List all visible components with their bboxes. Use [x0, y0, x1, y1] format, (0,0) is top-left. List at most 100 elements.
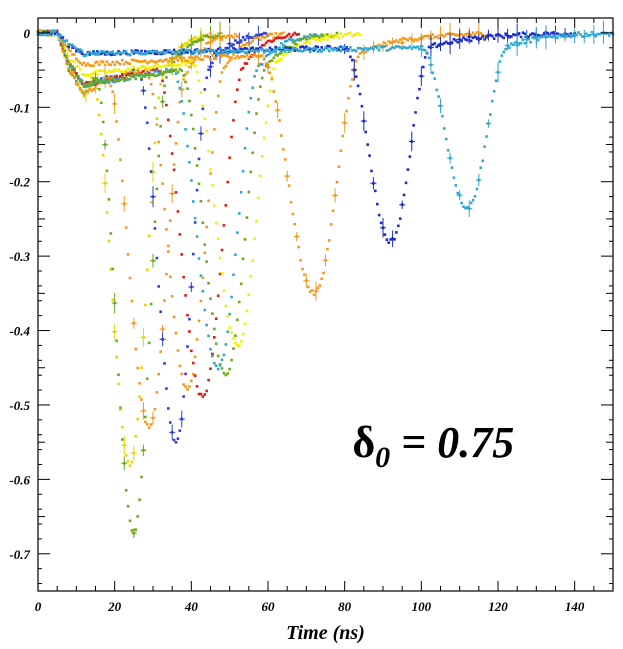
- data-point: [82, 85, 86, 89]
- data-point: [151, 50, 155, 54]
- data-point: [161, 182, 164, 185]
- data-point: [157, 140, 161, 144]
- data-point: [274, 61, 277, 64]
- data-point: [316, 50, 320, 53]
- data-point: [237, 78, 241, 82]
- data-point: [249, 170, 253, 174]
- data-point: [427, 45, 431, 49]
- data-point: [222, 371, 226, 375]
- data-point: [324, 46, 327, 50]
- y-tick-label: -0.5: [9, 398, 30, 413]
- data-point: [52, 33, 55, 37]
- data-point: [249, 47, 253, 50]
- data-point: [303, 41, 306, 45]
- data-point: [262, 43, 266, 47]
- data-point: [418, 47, 421, 51]
- data-point: [90, 76, 93, 80]
- data-point: [354, 33, 358, 36]
- data-point: [335, 34, 339, 37]
- data-point: [63, 49, 67, 52]
- data-point: [239, 45, 243, 49]
- data-point: [92, 71, 95, 75]
- data-point: [98, 87, 101, 91]
- data-point: [264, 62, 268, 65]
- data-point: [126, 53, 130, 57]
- data-point: [316, 45, 320, 49]
- data-point: [387, 48, 391, 52]
- data-point: [184, 63, 187, 67]
- data-point: [168, 219, 172, 222]
- data-point: [151, 65, 155, 69]
- data-point: [303, 273, 306, 276]
- data-point: [167, 407, 170, 410]
- data-point: [65, 44, 69, 48]
- data-point: [529, 33, 532, 36]
- data-point: [191, 40, 195, 44]
- data-point: [155, 123, 159, 127]
- data-point: [99, 52, 103, 56]
- data-point: [205, 34, 208, 37]
- data-point: [57, 37, 61, 40]
- data-point: [178, 68, 182, 71]
- data-point: [450, 41, 454, 44]
- data-point: [53, 29, 57, 33]
- data-point: [280, 49, 283, 53]
- data-point: [201, 58, 205, 61]
- data-point: [243, 51, 247, 54]
- data-point: [502, 36, 506, 40]
- data-point: [444, 40, 448, 44]
- data-point: [257, 98, 260, 101]
- data-point: [521, 38, 525, 42]
- data-point: [174, 56, 178, 59]
- data-point: [598, 32, 601, 36]
- data-point: [80, 82, 84, 86]
- data-point: [504, 47, 507, 51]
- data-point: [201, 51, 205, 54]
- data-point: [452, 32, 456, 36]
- data-point: [236, 35, 239, 38]
- data-point: [136, 51, 139, 54]
- data-point: [228, 56, 231, 59]
- data-point: [130, 299, 134, 303]
- data-point: [80, 49, 84, 53]
- data-point: [149, 59, 153, 63]
- data-point: [188, 330, 191, 333]
- data-point: [176, 71, 180, 74]
- data-point: [86, 74, 90, 77]
- data-point: [464, 33, 467, 36]
- data-point: [165, 70, 168, 74]
- data-point: [193, 58, 197, 62]
- data-point: [262, 51, 266, 54]
- data-point: [144, 415, 147, 419]
- data-point: [335, 180, 339, 184]
- data-point: [103, 53, 107, 56]
- data-point: [508, 35, 511, 39]
- data-point: [84, 83, 88, 86]
- data-point: [441, 114, 444, 118]
- data-point: [165, 49, 168, 53]
- data-point: [259, 33, 262, 36]
- series: [36, 27, 216, 467]
- data-point: [247, 110, 251, 114]
- data-point: [299, 49, 302, 53]
- data-point: [550, 35, 553, 39]
- data-point: [531, 32, 534, 35]
- data-point: [207, 55, 210, 59]
- data-point: [226, 314, 230, 318]
- data-point: [326, 247, 329, 251]
- data-point: [132, 75, 136, 78]
- data-point: [149, 67, 153, 70]
- data-point: [144, 106, 147, 109]
- data-point: [375, 202, 379, 206]
- data-point: [205, 50, 208, 53]
- data-point: [182, 74, 185, 77]
- data-point: [243, 146, 247, 150]
- data-point: [165, 64, 168, 68]
- data-point: [65, 60, 69, 64]
- data-point: [186, 345, 189, 348]
- data-point: [469, 34, 473, 37]
- data-point: [356, 84, 360, 88]
- data-point: [249, 53, 253, 57]
- data-point: [293, 46, 297, 50]
